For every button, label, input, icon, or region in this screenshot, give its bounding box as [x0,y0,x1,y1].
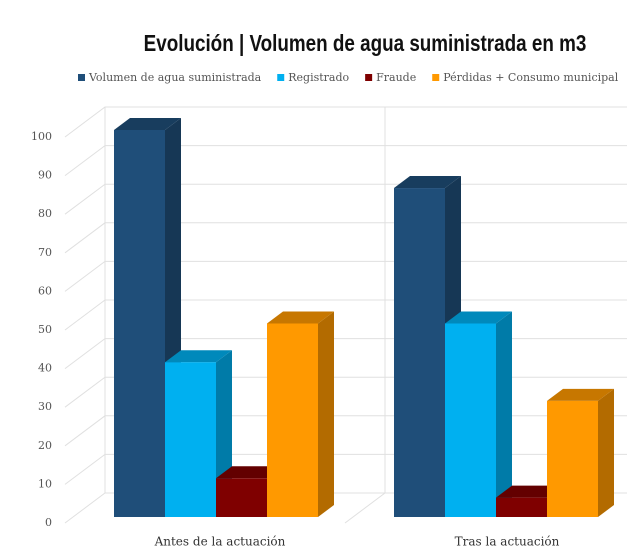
legend-label: Fraude [376,71,416,84]
legend-label: Registrado [288,71,349,84]
bar-top [496,485,563,498]
legend-swatch [432,74,440,81]
bar [547,400,598,517]
chart-title: Evolución | Volumen de agua suministrada… [144,31,587,56]
y-tick-label: 100 [31,130,52,143]
y-tick-label: 80 [38,207,52,220]
y-tick-label: 50 [38,323,52,336]
y-tick-label: 40 [38,362,52,375]
y-tick-label: 90 [38,169,52,182]
bar-top [267,311,334,324]
bar-side [318,311,334,517]
legend-label: Volumen de agua suministrada [88,71,262,84]
category-divider [344,492,386,524]
bar-top [445,311,512,324]
bar [394,188,445,518]
bar [165,362,216,517]
bar-top [547,388,614,401]
bar [216,478,267,517]
bar-top [114,118,181,130]
legend-label: Pérdidas + Consumo municipal [443,71,618,84]
bar [445,323,496,517]
bar [267,323,318,517]
x-tick-label: Antes de la actuación [154,535,286,549]
bar-side [496,311,512,517]
bar [496,497,547,517]
x-tick-label: Tras la actuación [455,535,560,549]
legend-swatch [365,74,373,81]
bar-top [394,176,461,189]
bar-top [216,466,283,479]
bar-top [165,350,232,363]
y-tick-label: 10 [38,477,52,490]
y-tick-label: 0 [45,516,52,529]
y-tick-label: 60 [38,284,52,297]
bar [114,130,165,517]
y-tick-label: 70 [38,246,52,259]
legend-swatch [277,74,285,81]
bar-side [598,388,614,517]
y-tick-label: 30 [38,400,52,413]
y-tick-label: 20 [38,439,52,452]
legend-swatch [78,74,85,81]
